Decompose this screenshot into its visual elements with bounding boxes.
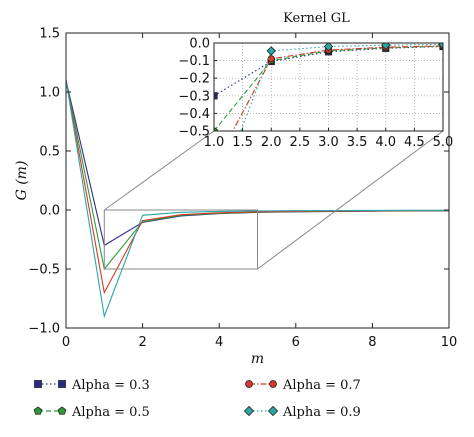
inset-x-tick-label: 1.0 [204,135,225,150]
x-axis-label: m [251,351,264,367]
zoom-connector-line [257,130,444,270]
inset-point-2 [267,55,275,63]
inset-y-tick-label: −0.4 [178,107,210,122]
x-tick-label: 8 [368,335,376,350]
x-tick-label: 10 [441,335,458,350]
legend-marker-3 [267,405,279,417]
legend-marker-0 [58,380,66,388]
y-tick-label: −1.0 [28,322,60,337]
inset-background [214,43,443,131]
inset-x-tick-label: 2.5 [290,135,311,150]
inset-plot: 1.0 1.5 2.0 2.5 3.0 3.5 4.0 4.5 5.0 −0.5 −0.4 −0.3 −… [178,11,454,150]
inset-point-3 [323,43,334,52]
y-tick-label: 0.0 [39,204,60,219]
inset-x-tick-label: 3.0 [318,135,339,150]
inset-x-tick-label: 2.0 [261,135,282,150]
inset-series-line-2 [232,45,443,131]
legend-label-1: Alpha = 0.5 [71,405,150,420]
y-tick-label: 1.0 [39,86,60,101]
legend-marker-1 [33,406,43,415]
inset-y-tick-label: 0.0 [189,37,210,52]
inset-y-tick-label: −0.1 [178,54,210,69]
legend-marker-2 [245,380,253,388]
inset-y-tick-label: −0.5 [178,125,210,140]
zoom-connector-line [104,130,215,211]
inset-x-tick-label: 4.0 [375,135,396,150]
legend-label-0: Alpha = 0.3 [71,378,150,393]
x-tick-label: 2 [138,335,146,350]
main-plot-frame [65,32,450,329]
legend-marker-1 [57,406,67,415]
legend: Alpha = 0.3 Alpha = 0.5 Alpha = 0.7 Alpha =… [33,378,361,420]
legend-marker-0 [34,380,42,388]
legend-label-3: Alpha = 0.9 [282,405,361,420]
inset-point-3 [266,46,276,56]
x-tick-label: 6 [292,335,300,350]
y-tick-label: −0.5 [28,263,60,278]
legend-marker-2 [269,380,277,388]
inset-x-tick-label: 5.0 [433,135,454,150]
y-tick-label: 0.5 [39,145,60,160]
zoom-region-box [103,209,258,270]
inset-x-tick-label: 4.5 [404,135,425,150]
inset-x-tick-label: 3.5 [347,135,368,150]
legend-label-2: Alpha = 0.7 [282,378,361,393]
x-tick-label: 0 [62,335,70,350]
inset-data [214,43,443,131]
inset-y-tick-label: −0.2 [178,72,210,87]
inset-x-tick-label: 1.5 [232,135,253,150]
inset-y-tick-label: −0.3 [178,89,210,104]
inset-point-1 [214,126,218,131]
inset-title: Kernel GL [283,11,350,26]
legend-marker-3 [243,405,255,417]
inset-point-3 [381,43,391,50]
x-tick-label: 4 [215,335,223,350]
y-tick-label: 1.5 [39,27,60,42]
y-axis-label: G (m) [14,161,30,201]
